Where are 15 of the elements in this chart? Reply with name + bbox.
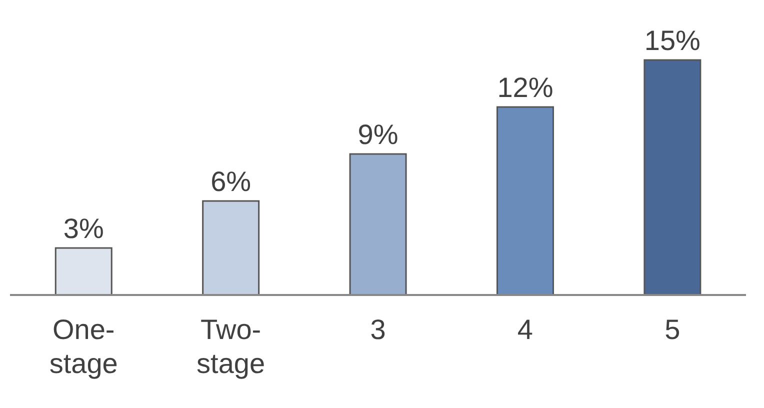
data-label: 6% — [210, 166, 252, 197]
bar — [349, 153, 407, 296]
x-tick-label: One-stage — [49, 314, 118, 379]
data-label: 12% — [497, 72, 554, 103]
bar — [496, 106, 554, 296]
data-label: 15% — [644, 25, 700, 56]
x-tick-label: 5 — [664, 314, 680, 345]
bar — [202, 200, 260, 296]
data-label: 3% — [63, 213, 104, 244]
x-tick-label: 4 — [517, 314, 533, 345]
x-tick-label: Two-stage — [196, 314, 266, 379]
data-label: 9% — [358, 119, 398, 150]
bar — [644, 59, 702, 296]
bar — [54, 247, 112, 296]
x-tick-label: 3 — [370, 314, 386, 345]
